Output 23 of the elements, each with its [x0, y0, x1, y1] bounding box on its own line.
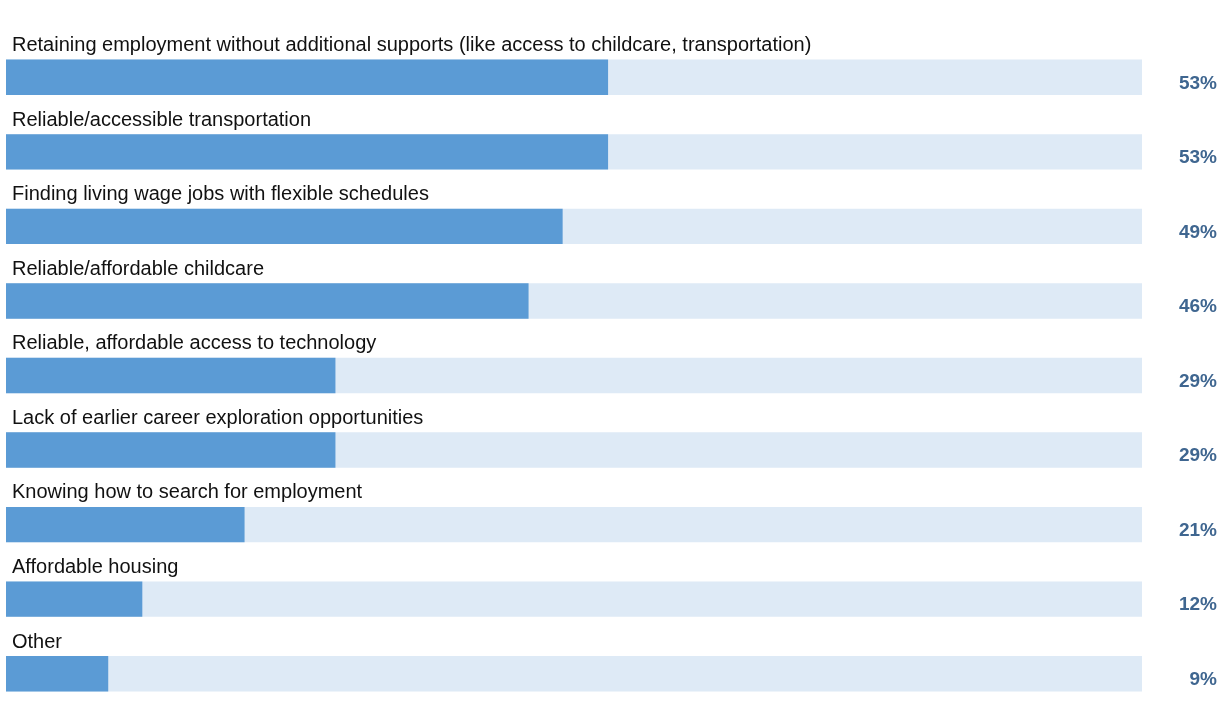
bar: [6, 432, 336, 468]
data-label: 29%: [1178, 369, 1218, 391]
data-label: 29%: [1178, 444, 1218, 466]
data-label: 53%: [1178, 146, 1218, 168]
bar: [6, 656, 109, 692]
data-label: 21%: [1178, 518, 1218, 540]
bar: [6, 581, 143, 617]
y-tick-label: Knowing how to search for employment: [12, 480, 363, 503]
y-tick-label: Reliable/affordable childcare: [12, 256, 265, 279]
bar: [6, 506, 245, 543]
y-tick-label: Lack of earlier career exploration opportunities: [12, 405, 424, 428]
y-tick-label: Reliable, affordable access to technology: [12, 331, 377, 354]
y-tick-label: Other: [12, 629, 63, 652]
y-tick-label: Reliable/accessible transportation: [12, 107, 312, 130]
data-label: 49%: [1178, 220, 1218, 242]
y-tick-label: Retaining employment without additional supports (like access to childcare, transportation): [12, 33, 812, 56]
data-label: 53%: [1178, 71, 1218, 93]
y-tick-label: Affordable housing: [12, 554, 179, 577]
data-label: 12%: [1178, 593, 1218, 615]
y-tick-label: Finding living wage jobs with flexible schedules: [12, 182, 429, 205]
bar: [6, 357, 336, 394]
data-label: 46%: [1178, 295, 1218, 317]
data-label: 9%: [1189, 667, 1218, 689]
